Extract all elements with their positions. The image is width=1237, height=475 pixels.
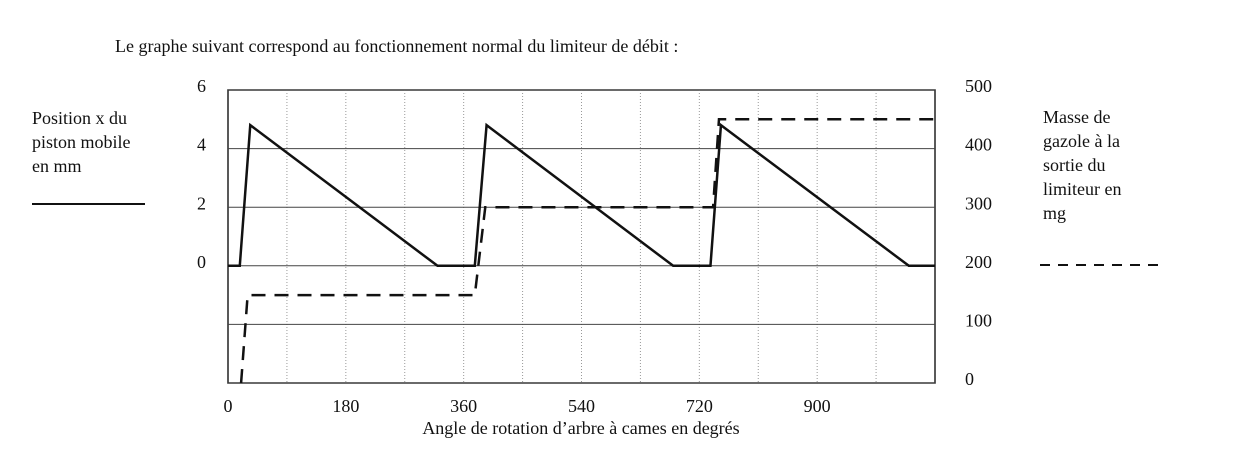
x-tick-label: 180 [332,396,359,416]
y2-tick-label: 0 [965,369,974,389]
y2-tick-label: 400 [965,135,992,155]
y-axis-label: en mm [32,156,82,176]
y-tick-label: 4 [197,135,206,155]
data-line [228,122,935,268]
y2-axis-label: gazole à la [1043,131,1120,151]
x-tick-label: 540 [568,396,595,416]
y2-tick-label: 100 [965,311,992,331]
y2-axis-label: sortie du [1043,155,1106,175]
x-tick-label: 360 [450,396,477,416]
y-tick-label: 6 [197,76,206,96]
data-line [239,118,935,384]
y2-tick-label: 500 [965,76,992,96]
y-tick-label: 0 [197,252,206,272]
y-axis-label: Position x du [32,108,127,128]
x-tick-label: 900 [804,396,831,416]
chart-title: Le graphe suivant correspond au fonction… [115,36,678,56]
y-tick-label: 2 [197,193,206,213]
y2-axis-label: limiteur en [1043,179,1121,199]
x-tick-label: 0 [224,396,233,416]
y2-tick-label: 200 [965,252,992,272]
y-axis-label: piston mobile [32,132,131,152]
x-axis-label: Angle de rotation d’arbre à cames en deg… [422,418,739,438]
y2-axis-label: mg [1043,203,1066,223]
y2-axis-label: Masse de [1043,107,1110,127]
y2-tick-label: 300 [965,193,992,213]
x-tick-label: 720 [686,396,713,416]
